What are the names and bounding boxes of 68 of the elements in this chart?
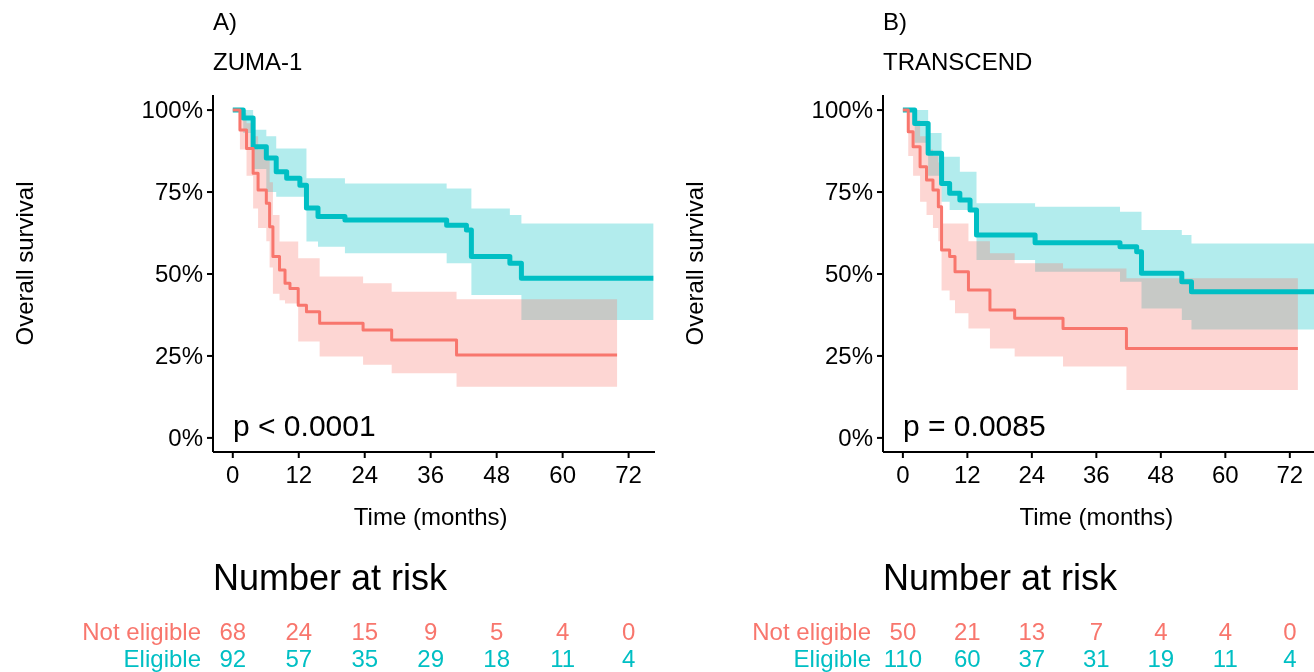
text: 31 [1083,645,1110,672]
text: 11 [550,645,576,672]
y-tick-label: 100% [811,96,873,124]
x-tick-label: 36 [417,461,445,488]
x-tick-label: 72 [1276,461,1304,488]
text: 15 [351,618,379,645]
text: 4 [1218,618,1233,645]
text: 35 [351,645,379,672]
text: 4 [621,645,636,672]
x-tick-label: 60 [1211,461,1239,488]
annotation: p < 0.0001 [233,409,376,442]
text: 29 [417,645,445,672]
text: Number at risk [213,557,449,598]
text: 9 [424,618,438,645]
chart-subtitle: TRANSCEND [883,48,1033,75]
x-tick-label: 12 [954,461,981,488]
y-tick-label: 50% [154,260,203,288]
text: 68 [219,618,247,645]
text: 4 [1283,645,1297,672]
text: 60 [954,645,981,672]
text: 37 [1018,645,1046,672]
x-tick-label: 24 [351,461,379,488]
x-axis-title: Time (months) [1019,503,1174,530]
text: 24 [285,618,313,645]
text: Number at risk [883,557,1119,598]
y-tick-label: 25% [154,342,203,370]
text: 92 [219,645,247,672]
x-tick-label: 48 [1147,461,1175,488]
x-tick-label: 36 [1083,461,1110,488]
x-tick-label: 48 [483,461,511,488]
text: 13 [1018,618,1046,645]
text: 7 [1089,618,1104,645]
y-axis-title: Overall survival [681,181,708,346]
y-tick-label: 0% [168,424,203,452]
x-tick-label: 60 [549,461,576,488]
text: 18 [483,645,511,672]
chart-title: B) [883,8,907,35]
y-tick-label: 50% [824,260,873,288]
text: 19 [1147,645,1175,672]
text: 0 [1283,618,1297,645]
text: Not eligible [82,618,201,645]
text: 50 [889,618,917,645]
y-tick-label: 100% [141,96,203,124]
x-tick-label: 0 [896,461,910,488]
text: Not eligible [752,618,871,645]
y-tick-label: 25% [824,342,873,370]
text: 21 [954,618,981,645]
y-axis-title: Overall survival [11,181,38,346]
x-tick-label: 12 [285,461,313,488]
text: 5 [489,618,504,645]
text: Eligible [123,645,201,672]
y-tick-label: 0% [838,424,873,452]
x-tick-label: 24 [1018,461,1046,488]
annotation: p = 0.0085 [903,409,1046,442]
x-tick-label: 72 [615,461,642,488]
y-tick-label: 75% [824,178,873,206]
text: 110 [883,645,923,672]
text: Eligible [793,645,871,672]
text: 11 [1212,645,1238,672]
text: 57 [285,645,313,672]
chart-subtitle: ZUMA-1 [213,48,303,75]
text: 4 [555,618,570,645]
chart-title: A) [213,8,237,35]
y-tick-label: 75% [154,178,203,206]
x-tick-label: 0 [226,461,240,488]
text: 0 [621,618,636,645]
x-axis-title: Time (months) [353,503,508,530]
text: 4 [1154,618,1168,645]
